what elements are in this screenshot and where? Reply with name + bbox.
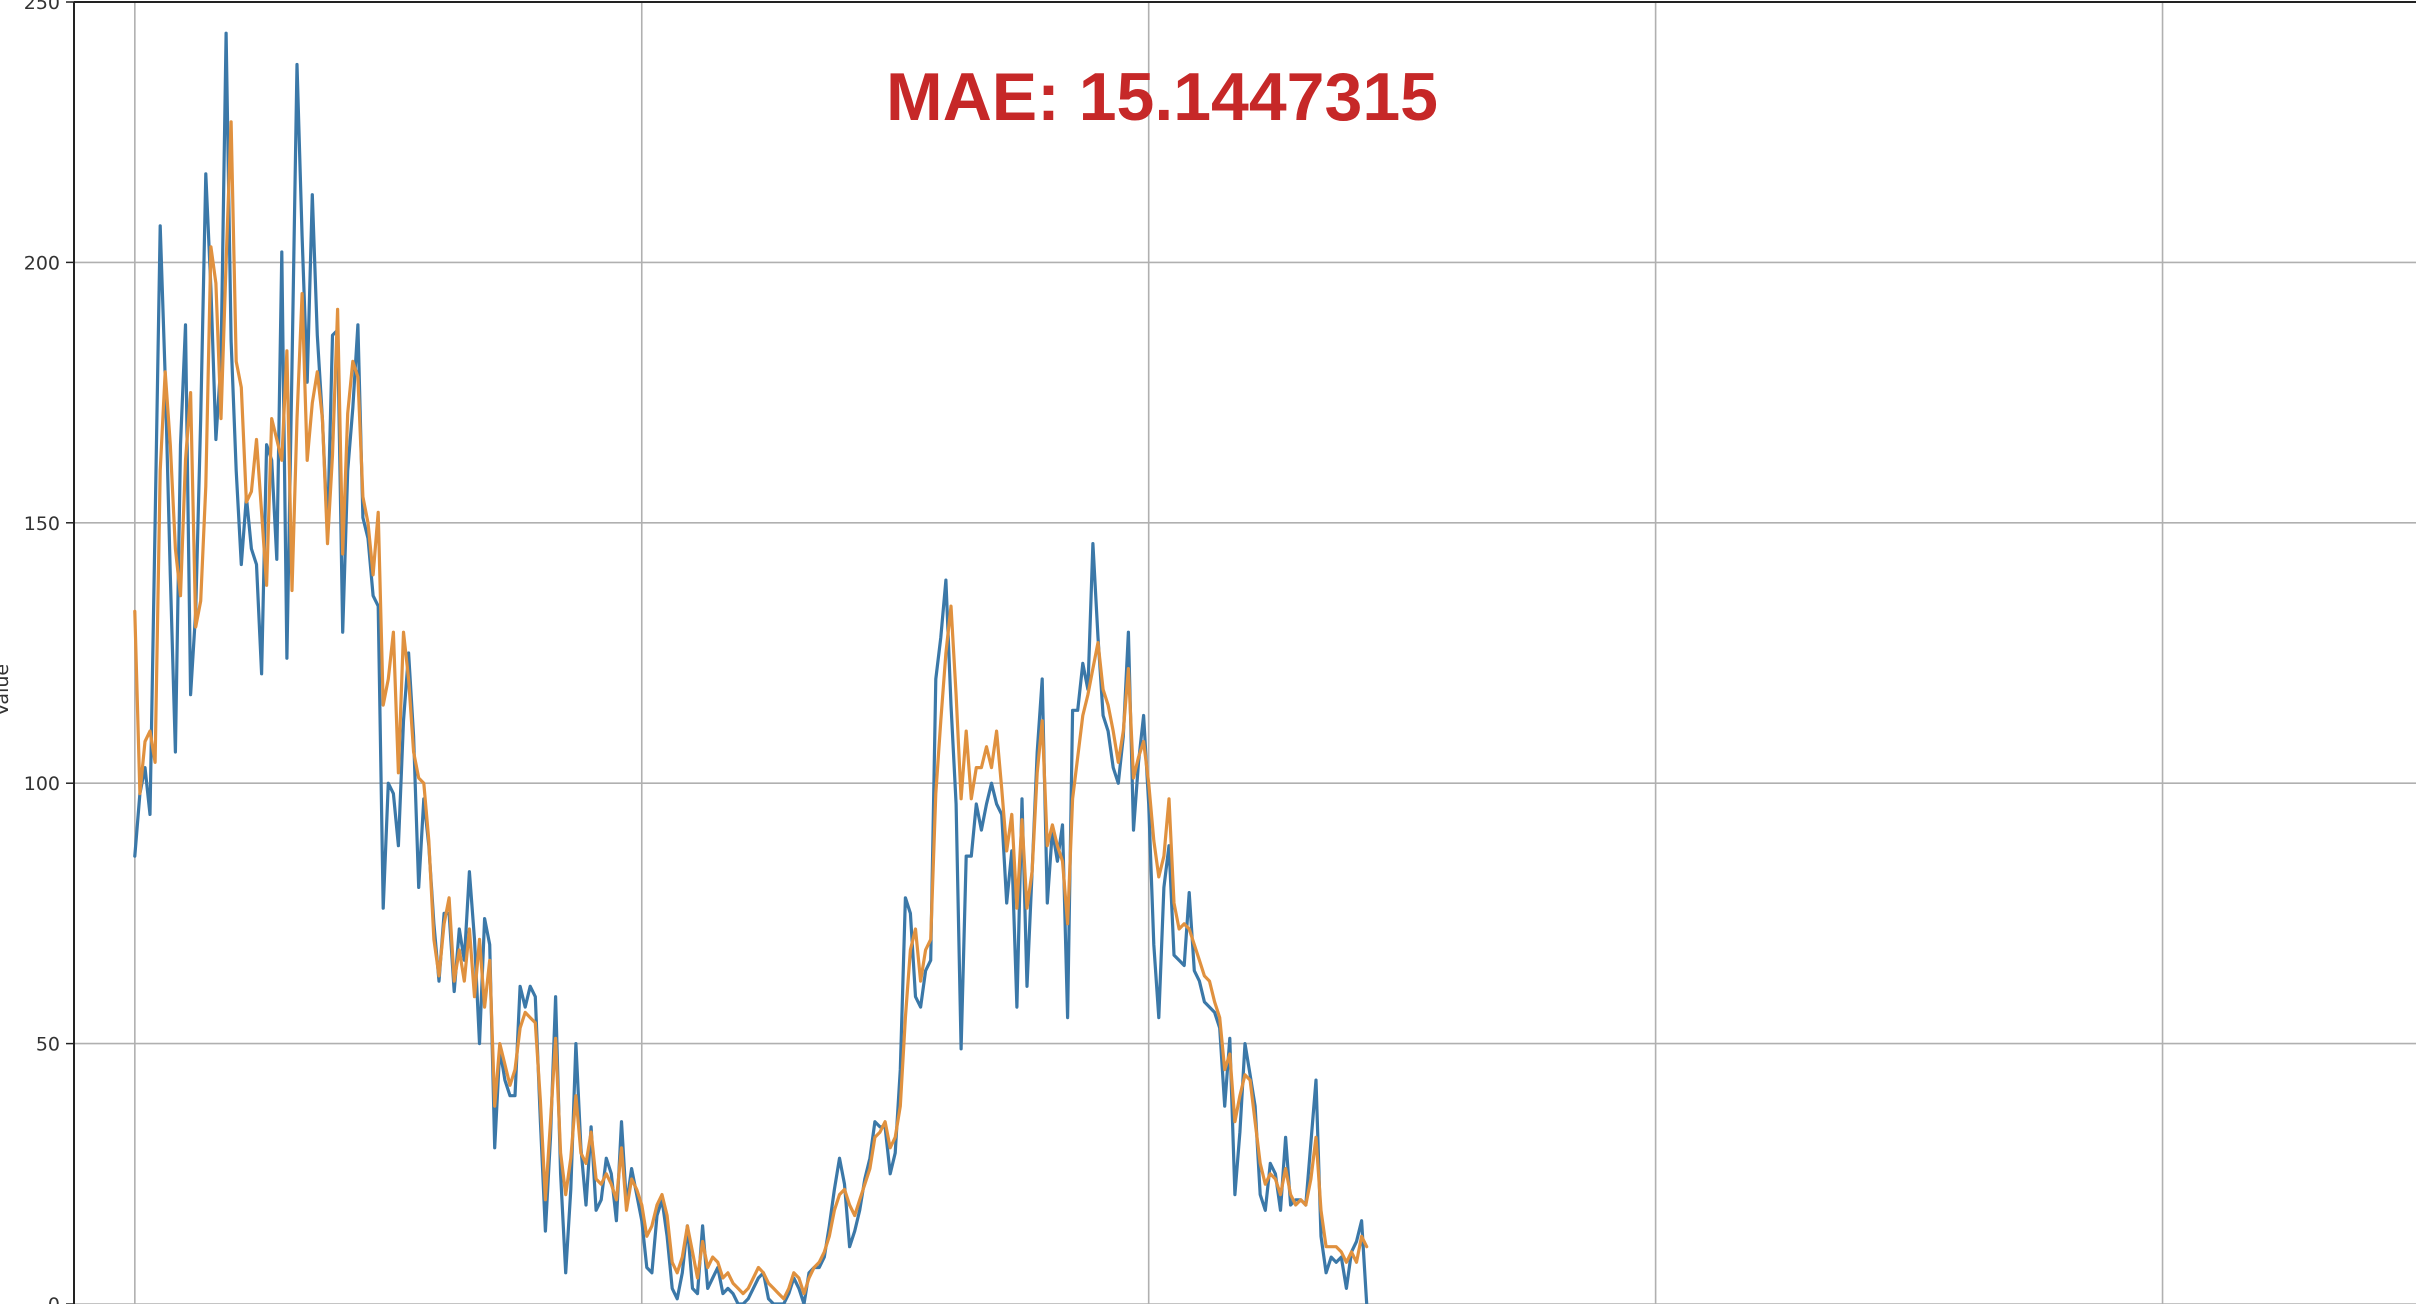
y-tick-label: 150 [24, 513, 60, 535]
y-tick-label: 100 [24, 773, 60, 795]
mae-annotation: MAE: 15.1447315 [886, 59, 1438, 135]
y-tick-label: 50 [36, 1034, 60, 1056]
y-axis-title: Value [0, 664, 13, 716]
series-line-actual [133, 31, 1369, 1306]
y-tick-label: 200 [24, 252, 60, 274]
y-tick-label: 250 [24, 0, 60, 14]
y-tick-label: 0 [48, 1294, 60, 1304]
series-line-predicted [133, 120, 1369, 1301]
